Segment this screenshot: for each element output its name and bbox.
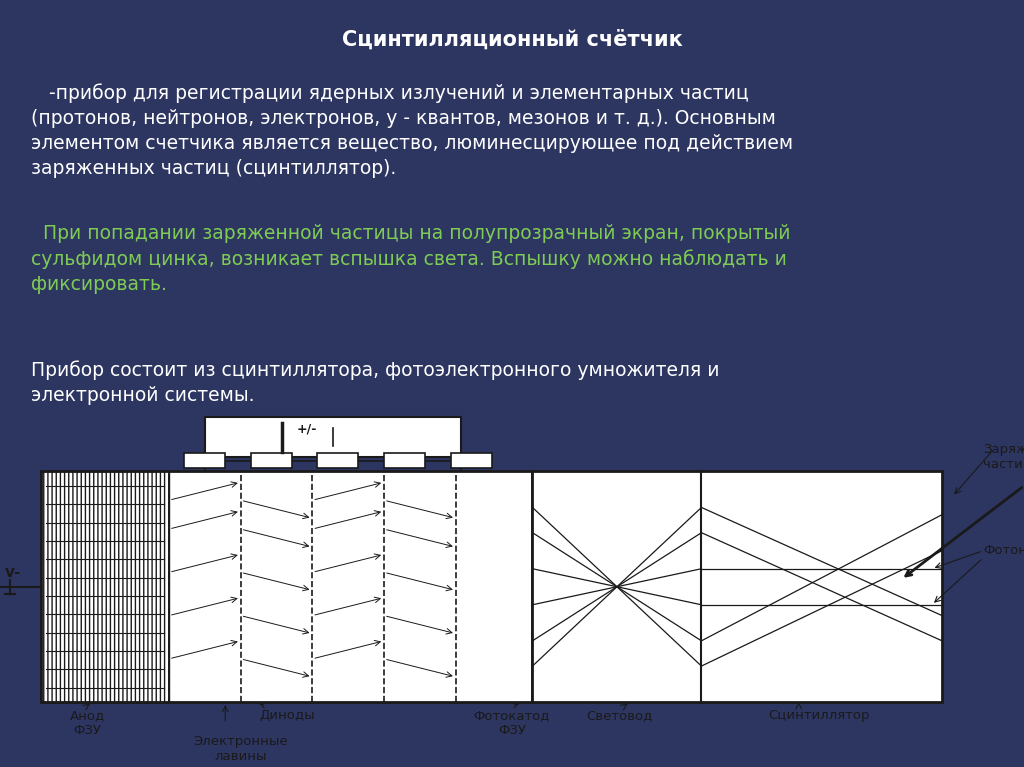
Text: Заряженная
частица: Заряженная частица [983,443,1024,471]
Bar [41,472,532,702]
Text: Фотокатод
ФЗУ: Фотокатод ФЗУ [474,709,550,737]
Bar [41,472,169,702]
Bar [251,453,292,468]
Text: Анод
ФЗУ: Анод ФЗУ [70,709,104,737]
Text: Электронные
лавины: Электронные лавины [194,735,288,762]
Text: Фотоны: Фотоны [983,545,1024,557]
Bar [205,417,461,457]
Text: Сцинтилляционный счётчик: Сцинтилляционный счётчик [342,29,682,49]
Text: v-: v- [5,565,22,580]
Bar [451,453,492,468]
Bar [532,472,942,702]
Text: +/-: +/- [297,423,317,436]
Text: Световод: Световод [587,709,652,723]
Text: При попадании заряженной частицы на полупрозрачный экран, покрытый
сульфидом цин: При попадании заряженной частицы на полу… [31,224,791,294]
Text: Сцинтиллятор: Сцинтиллятор [768,709,870,723]
Text: Диноды: Диноды [259,709,314,723]
Bar [317,453,358,468]
Text: -прибор для регистрации ядерных излучений и элементарных частиц
(протонов, нейтр: -прибор для регистрации ядерных излучени… [31,83,793,177]
Text: Прибор состоит из сцинтиллятора, фотоэлектронного умножителя и
электронной систе: Прибор состоит из сцинтиллятора, фотоэле… [31,360,719,405]
Bar [384,453,425,468]
Bar [184,453,225,468]
